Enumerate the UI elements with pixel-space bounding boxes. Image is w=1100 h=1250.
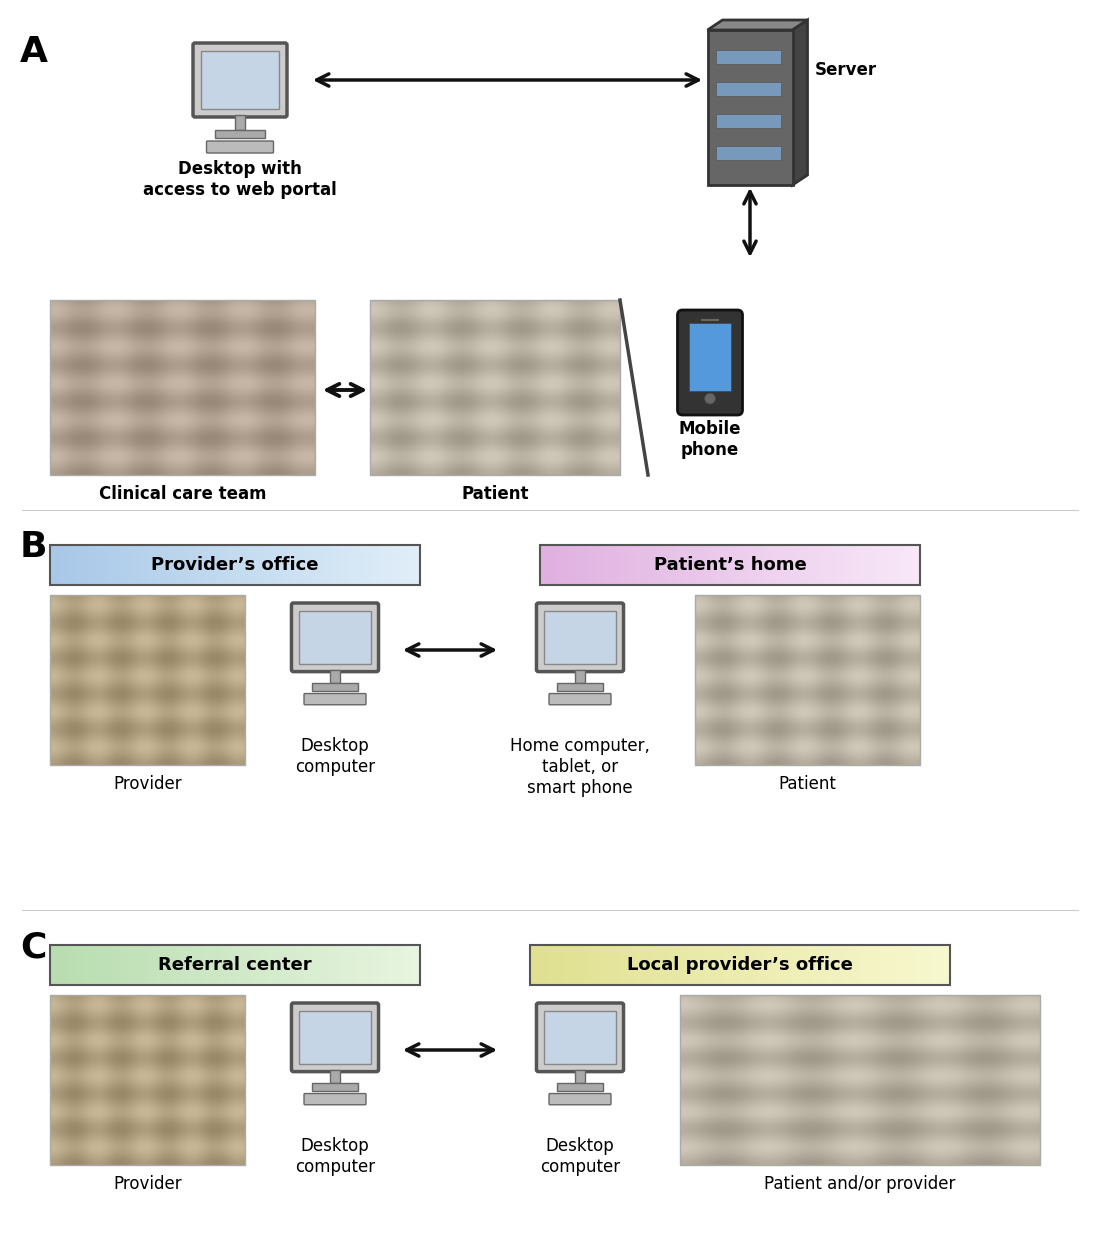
Text: Provider’s office: Provider’s office xyxy=(152,556,319,574)
Text: Patient: Patient xyxy=(461,485,529,502)
Bar xyxy=(540,545,920,585)
Bar xyxy=(715,146,781,160)
FancyBboxPatch shape xyxy=(549,694,610,705)
Text: Desktop
computer: Desktop computer xyxy=(295,738,375,776)
Bar xyxy=(330,1070,340,1084)
Bar xyxy=(707,30,792,185)
Text: Provider: Provider xyxy=(113,775,182,792)
Bar xyxy=(689,322,730,391)
Bar xyxy=(299,610,371,664)
Text: Server: Server xyxy=(815,61,877,79)
FancyBboxPatch shape xyxy=(292,602,378,671)
FancyBboxPatch shape xyxy=(304,1094,366,1105)
Text: Desktop
computer: Desktop computer xyxy=(295,1138,375,1176)
Text: Patient and/or provider: Patient and/or provider xyxy=(764,1175,956,1192)
Text: Desktop with
access to web portal: Desktop with access to web portal xyxy=(143,160,337,199)
Bar xyxy=(715,50,781,64)
Bar xyxy=(50,595,245,765)
Polygon shape xyxy=(792,20,807,185)
Text: Mobile
phone: Mobile phone xyxy=(679,420,741,459)
Bar xyxy=(544,1010,616,1064)
Text: Local provider’s office: Local provider’s office xyxy=(627,956,853,974)
Bar xyxy=(575,670,584,684)
Bar xyxy=(312,1084,359,1091)
Bar xyxy=(235,115,245,130)
Bar xyxy=(695,595,920,765)
Text: C: C xyxy=(20,930,46,964)
FancyBboxPatch shape xyxy=(292,1003,378,1071)
FancyBboxPatch shape xyxy=(537,1003,624,1071)
Bar xyxy=(544,610,616,664)
Bar xyxy=(50,995,245,1165)
FancyBboxPatch shape xyxy=(537,602,624,671)
Polygon shape xyxy=(707,20,807,30)
Text: Desktop
computer: Desktop computer xyxy=(540,1138,620,1176)
Bar xyxy=(201,51,279,109)
Bar xyxy=(557,684,603,691)
Bar xyxy=(530,945,950,985)
Bar xyxy=(312,684,359,691)
FancyBboxPatch shape xyxy=(192,42,287,118)
FancyBboxPatch shape xyxy=(678,310,743,415)
Text: Referral center: Referral center xyxy=(158,956,311,974)
Text: Clinical care team: Clinical care team xyxy=(99,485,266,502)
Bar xyxy=(557,1084,603,1091)
Bar xyxy=(50,300,315,475)
Circle shape xyxy=(704,392,715,404)
Text: B: B xyxy=(20,530,47,564)
Text: A: A xyxy=(20,35,48,69)
Text: Patient: Patient xyxy=(779,775,836,792)
Bar xyxy=(330,670,340,684)
Bar xyxy=(575,1070,584,1084)
Bar xyxy=(214,130,265,138)
Bar xyxy=(715,114,781,128)
Bar xyxy=(50,545,420,585)
FancyBboxPatch shape xyxy=(304,694,366,705)
Bar xyxy=(370,300,620,475)
Text: Patient’s home: Patient’s home xyxy=(653,556,806,574)
Text: Provider: Provider xyxy=(113,1175,182,1192)
FancyBboxPatch shape xyxy=(549,1094,610,1105)
Bar xyxy=(680,995,1040,1165)
Bar xyxy=(299,1010,371,1064)
FancyBboxPatch shape xyxy=(207,141,274,152)
Text: Home computer,
tablet, or
smart phone: Home computer, tablet, or smart phone xyxy=(510,738,650,796)
Bar xyxy=(50,945,420,985)
Bar xyxy=(715,82,781,96)
